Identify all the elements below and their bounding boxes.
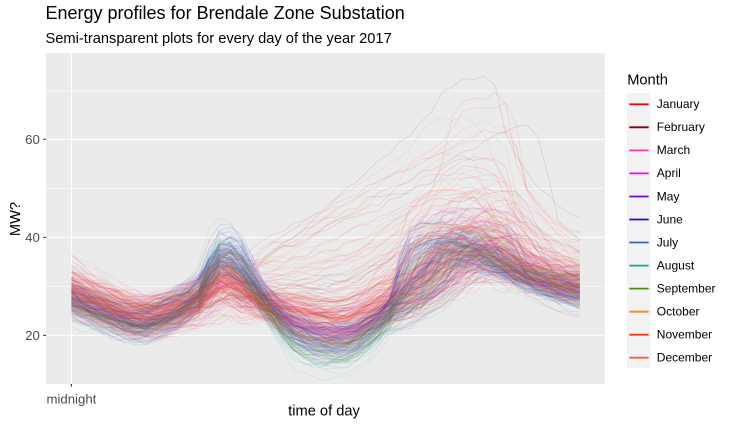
svg-text:March: March [657,143,690,157]
svg-text:October: October [657,305,700,319]
svg-text:June: June [657,212,683,226]
svg-text:Month: Month [627,72,668,88]
svg-text:July: July [657,235,678,249]
svg-text:January: January [657,97,700,111]
svg-text:August: August [657,258,695,272]
svg-text:November: November [657,328,712,342]
svg-text:20: 20 [25,328,40,343]
svg-text:Semi-transparent plots for eve: Semi-transparent plots for every day of … [46,31,392,47]
svg-text:April: April [657,166,681,180]
svg-text:February: February [657,120,705,134]
svg-text:40: 40 [25,230,40,245]
svg-text:Energy profiles for Brendale Z: Energy profiles for Brendale Zone Substa… [46,3,405,23]
svg-text:time of day: time of day [288,404,360,420]
svg-text:midnight: midnight [46,392,96,407]
svg-text:60: 60 [25,132,40,147]
svg-text:December: December [657,351,712,365]
svg-text:September: September [657,281,716,295]
svg-text:MW?: MW? [8,202,24,236]
svg-text:May: May [657,189,680,203]
